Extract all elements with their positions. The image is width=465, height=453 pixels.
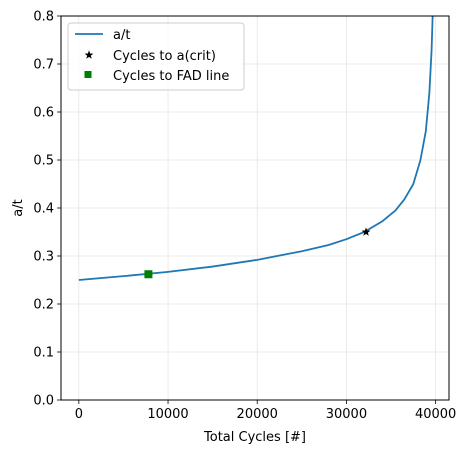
ticks: 0 10000 20000 30000 40000 0.0 0.1 0.2 0.3 0.4 0.5 0… [33,10,456,423]
y-tick-label: 0.6 [33,106,54,121]
y-tick-label: 0.0 [33,394,54,409]
series-line-a-t [78,16,434,281]
y-tick-label: 0.8 [33,10,54,25]
legend-frame [67,22,245,91]
legend-star-swatch [84,50,94,59]
x-tick-label: 0 [75,407,83,422]
x-tick-label: 10000 [147,407,188,422]
x-axis-label: Total Cycles [#] [203,430,306,445]
x-tick-label: 30000 [326,407,367,422]
y-tick-label: 0.7 [33,58,54,73]
critical-cycles-marker [361,227,371,236]
y-tick-label: 0.5 [33,154,54,169]
legend-square-swatch [84,71,92,78]
y-axis-label: a/t [11,199,26,216]
x-tick-label: 20000 [237,407,278,422]
y-tick-label: 0.2 [33,298,54,313]
legend-label-cycles-to-fad: Cycles to FAD line [113,69,229,84]
fad-line-marker [144,270,153,279]
legend: a/t Cycles to a(crit) Cycles to FAD line [67,22,245,91]
series-layer [78,16,434,281]
legend-label-a-t: a/t [113,28,130,43]
y-tick-label: 0.4 [33,202,54,217]
y-tick-label: 0.3 [33,250,54,265]
legend-label-cycles-to-acrit: Cycles to a(crit) [113,49,216,64]
x-tick-label: 40000 [415,407,456,422]
y-tick-label: 0.1 [33,346,54,361]
